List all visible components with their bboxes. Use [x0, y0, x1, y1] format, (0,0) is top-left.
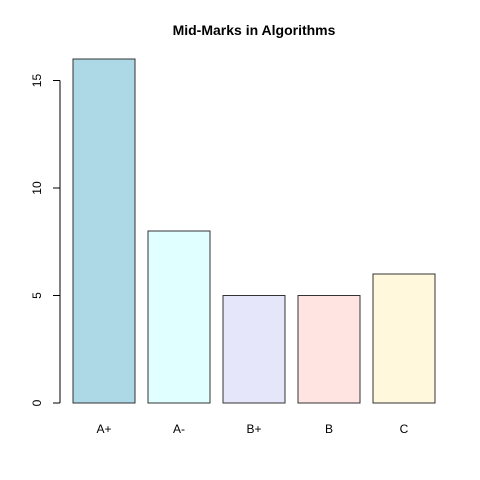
y-tick-label: 15 — [30, 74, 44, 88]
y-tick-label: 0 — [30, 399, 44, 406]
x-tick-label: A- — [173, 422, 185, 436]
x-axis-labels: A+ A- B+ B C — [96, 422, 408, 436]
bar-B — [297, 295, 361, 404]
x-tick-label: C — [400, 422, 409, 436]
y-tick-label: 10 — [30, 181, 44, 195]
chart-title: Mid-Marks in Algorithms — [173, 22, 336, 38]
y-axis: 0 5 10 15 — [30, 74, 61, 406]
bar-B+ — [222, 295, 286, 404]
y-tick-label: 5 — [30, 292, 44, 299]
x-tick-label: B+ — [246, 422, 261, 436]
x-tick-label: B — [325, 422, 333, 436]
bar-A+ — [72, 58, 136, 404]
bar-C — [372, 273, 436, 404]
bars — [72, 58, 436, 404]
bar-A- — [147, 230, 211, 404]
x-tick-label: A+ — [96, 422, 111, 436]
